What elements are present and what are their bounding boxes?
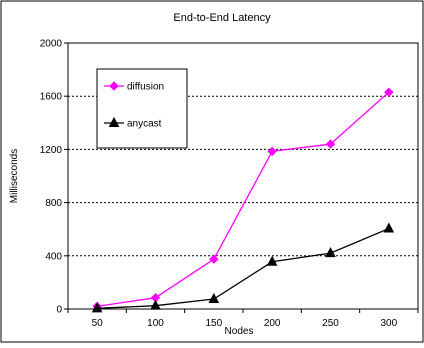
anycast-point bbox=[91, 302, 103, 313]
anycast-point bbox=[325, 247, 336, 258]
anycast-point bbox=[383, 222, 395, 233]
x-tick-label: 150 bbox=[205, 318, 222, 329]
x-tick-label: 200 bbox=[264, 318, 281, 329]
legend: diffusion anycast bbox=[96, 68, 188, 149]
y-tick-label: 1200 bbox=[40, 145, 63, 156]
y-tick-label: 1600 bbox=[40, 92, 63, 103]
series-anycast bbox=[91, 222, 395, 313]
x-tick-label: 100 bbox=[147, 318, 164, 329]
legend-box bbox=[96, 68, 188, 149]
anycast-point bbox=[150, 299, 161, 310]
anycast-point bbox=[266, 255, 278, 266]
data-series bbox=[91, 87, 395, 313]
diffusion-point bbox=[209, 254, 219, 264]
diffusion-point bbox=[325, 139, 336, 149]
y-tick-label: 400 bbox=[45, 251, 62, 262]
x-tick-label: 250 bbox=[322, 318, 339, 329]
x-axis-label: Nodes bbox=[225, 326, 254, 337]
y-tick-label: 800 bbox=[45, 198, 62, 209]
anycast-point bbox=[208, 292, 220, 304]
diffusion-line bbox=[97, 91, 390, 307]
y-axis-ticks: 0 400 800 1200 1600 2000 bbox=[40, 39, 68, 316]
series-diffusion bbox=[92, 87, 394, 312]
x-tick-label: 50 bbox=[92, 318, 104, 329]
legend-label: anycast bbox=[127, 119, 162, 130]
y-tick-label: 0 bbox=[56, 305, 62, 316]
chart-title: End-to-End Latency bbox=[173, 12, 271, 24]
diffusion-point bbox=[267, 146, 277, 157]
y-axis-label: Milliseconds bbox=[9, 149, 20, 203]
legend-swatch-marker bbox=[108, 116, 120, 127]
legend-label: diffusion bbox=[127, 82, 164, 93]
y-tick-label: 2000 bbox=[40, 39, 63, 50]
legend-swatch-marker bbox=[109, 81, 119, 91]
x-tick-label: 300 bbox=[380, 318, 397, 329]
diffusion-point bbox=[384, 87, 394, 97]
anycast-line bbox=[97, 227, 390, 309]
x-axis-ticks: 50 100 150 200 250 300 bbox=[67, 309, 419, 329]
